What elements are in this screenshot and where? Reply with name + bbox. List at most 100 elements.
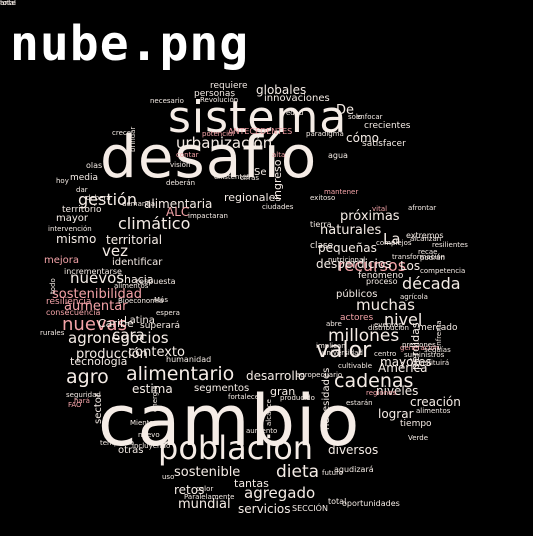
cloud-word: Revolución [200, 96, 239, 104]
cloud-word: tantas [234, 477, 269, 490]
cloud-word: gestión [78, 190, 137, 209]
cloud-word: espera [156, 309, 180, 317]
cloud-word: estima [132, 382, 173, 396]
cloud-word: producido [280, 394, 315, 402]
cloud-word: implican [316, 342, 346, 350]
cloud-word: clase [310, 241, 334, 251]
cloud-word: ingreso [271, 159, 284, 200]
cloud-word: abre [326, 320, 342, 328]
cloud-word: regiones [366, 389, 397, 397]
cloud-word: alcanzan [410, 235, 442, 243]
cloud-word: resiliencia [46, 297, 92, 307]
cloud-word: agregado [244, 484, 316, 502]
cloud-word: Caribe [98, 317, 134, 330]
cloud-word: uso [162, 473, 175, 481]
cloud-word: incrementarse [64, 267, 122, 276]
cloud-word: alta [272, 151, 286, 159]
cloud-word: rurales [40, 329, 65, 337]
cloud-word: La [383, 230, 401, 248]
cloud-word: ANTECEDENTES [228, 127, 293, 136]
cloud-word: ciudades [262, 203, 294, 211]
cloud-word: competencia [420, 267, 466, 275]
cloud-word: población [158, 429, 314, 467]
cloud-word: vital [372, 205, 388, 213]
cloud-word: afrontar [408, 204, 437, 212]
cloud-word: olas [86, 161, 103, 170]
cloud-word: aumento [246, 427, 278, 435]
cloud-word: oportunidades [342, 499, 400, 508]
cloud-word: servicios [238, 502, 291, 516]
cloud-word: tiempo [400, 419, 432, 429]
cloud-word: muchas [356, 296, 415, 314]
cloud-word: nutricional [328, 256, 366, 264]
cloud-word: territorio [62, 205, 102, 215]
cloud-word: creación [410, 395, 461, 409]
cloud-word: total [328, 497, 347, 506]
cloud-word: enfocar [356, 113, 383, 121]
cloud-word: media [70, 173, 99, 183]
cloud-word: deberá [86, 194, 111, 202]
cloud-word: resilientes [432, 241, 468, 249]
cloud-word: nuevas [62, 314, 127, 335]
cloud-word: superará [140, 321, 181, 331]
cloud-word: fenómeno [358, 271, 404, 281]
cloud-word: hoy [56, 177, 69, 185]
cloud-word: hará [74, 397, 90, 405]
cloud-word: Más [154, 296, 168, 304]
cloud-word: cómo [346, 131, 379, 145]
cloud-word: existentes [214, 173, 251, 181]
cloud-word: cadenas [334, 370, 414, 392]
cloud-word: mayor [56, 213, 89, 224]
cloud-word: regionales [224, 191, 282, 204]
cloud-word: cifras [240, 174, 260, 182]
cloud-word: Paralelamente [184, 493, 235, 501]
cloud-word: Latina [124, 315, 155, 326]
cloud-word: futuro [322, 469, 344, 477]
cloud-word: cultivable [338, 362, 373, 370]
cloud-word: vez [102, 242, 128, 260]
cloud-word: dieta [276, 462, 320, 482]
cloud-word: complejos [376, 239, 412, 247]
cloud-word: edad [286, 109, 304, 117]
cloud-word: agua [328, 151, 348, 160]
cloud-word: fortalecer [228, 393, 262, 401]
cloud-word: eventos [374, 321, 402, 329]
cloud-word: nivel [384, 310, 423, 329]
cloud-word: agropecuario [296, 371, 343, 379]
cloud-word: potencial [202, 130, 235, 138]
cloud-word: contexto [128, 345, 185, 360]
cloud-word: presiones [402, 341, 436, 349]
cloud-word: lograr [378, 407, 414, 421]
cloud-word: Mientras [130, 419, 161, 427]
image-title: nube.png [10, 16, 250, 72]
cloud-word: aumentar [64, 299, 128, 314]
cloud-word: desperdicios [316, 257, 392, 271]
cloud-word: innovaciones [264, 93, 330, 104]
cloud-word: suministros [404, 351, 445, 359]
cloud-word: consecuencia [46, 308, 101, 317]
cloud-word: exitoso [310, 194, 336, 202]
cloud-word: década [402, 274, 461, 293]
cloud-word: incluyendo [132, 442, 171, 450]
cloud-word: brindar [129, 126, 137, 152]
cloud-word: humanidad [166, 355, 212, 364]
cloud-word: territorial [106, 233, 163, 247]
cloud-word: diversos [328, 443, 379, 457]
cloud-word: alimentos [416, 407, 451, 415]
cloud-word: cara [112, 326, 145, 344]
cloud-word: agro [66, 366, 109, 388]
cloud-word: FAO [68, 401, 82, 409]
cloud-word: nuevos [70, 269, 125, 287]
cloud-word: tecnología [70, 355, 128, 368]
cloud-word: generación [400, 344, 440, 352]
cloud-word: actores [340, 313, 374, 323]
cloud-word: personas [194, 89, 236, 99]
cloud-word: sequías [424, 346, 451, 354]
cloud-word: ante [0, 0, 16, 7]
cloud-word: millones [328, 326, 400, 346]
cloud-word: Se [254, 167, 267, 178]
cloud-word: Bioeconomía [118, 297, 164, 305]
cloud-word: estarán [346, 399, 373, 407]
cloud-word: identificar [112, 257, 163, 268]
